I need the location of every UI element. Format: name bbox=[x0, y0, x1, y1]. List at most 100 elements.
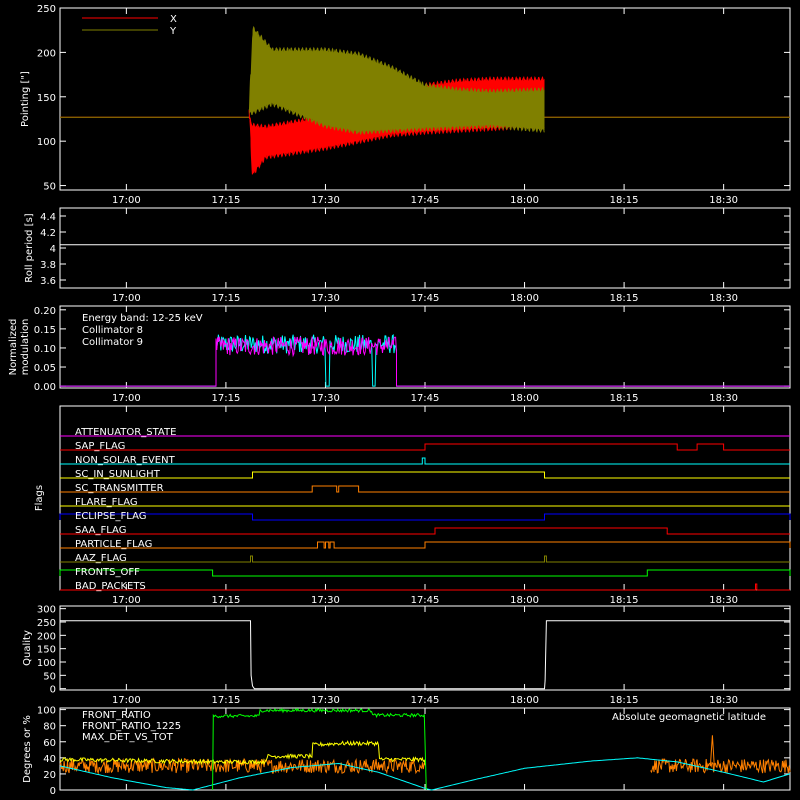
x-tick-label: 18:30 bbox=[709, 393, 738, 404]
legend-label-x: X bbox=[170, 14, 177, 25]
y-tick-label: 0.20 bbox=[34, 306, 56, 317]
x-tick-label: 17:15 bbox=[211, 695, 240, 706]
x-tick-label: 18:00 bbox=[510, 695, 539, 706]
y-tick-label: 4.2 bbox=[40, 228, 56, 239]
x-tick-label: 18:15 bbox=[610, 195, 639, 206]
y-tick-label: 0 bbox=[50, 786, 56, 797]
flag-label: NON_SOLAR_EVENT bbox=[75, 455, 176, 466]
y-tick-label: 0.10 bbox=[34, 344, 56, 355]
y-tick-label: 100 bbox=[37, 658, 56, 669]
flag-line bbox=[59, 513, 791, 521]
x-tick-label: 17:15 bbox=[211, 595, 240, 606]
y-tick-label: 150 bbox=[37, 93, 56, 104]
x-tick-label: 18:30 bbox=[709, 195, 738, 206]
x-tick-label: 17:45 bbox=[411, 195, 440, 206]
flag-label: SAP_FLAG bbox=[75, 441, 125, 452]
y-tick-label: 20 bbox=[43, 770, 56, 781]
flag-line bbox=[60, 471, 790, 479]
y-tick-label: 300 bbox=[37, 605, 56, 616]
x-tick-label: 18:15 bbox=[610, 695, 639, 706]
y-tick-label: 0 bbox=[50, 685, 56, 696]
x-tick-label: 17:45 bbox=[411, 695, 440, 706]
flag-label: SAA_FLAG bbox=[75, 525, 126, 536]
x-tick-label: 18:00 bbox=[510, 393, 539, 404]
series-max-det-vs-tot bbox=[650, 758, 791, 774]
x-tick-label: 18:15 bbox=[610, 393, 639, 404]
flag-label: ECLIPSE_FLAG bbox=[75, 511, 146, 522]
y-tick-label: 250 bbox=[37, 4, 56, 15]
y-tick-label: 80 bbox=[43, 722, 56, 733]
legend-label-collimator-9: Collimator 9 bbox=[82, 337, 143, 348]
y-tick-label: 0.15 bbox=[34, 325, 56, 336]
flag-label: PARTICLE_FLAG bbox=[75, 539, 152, 550]
x-tick-label: 17:00 bbox=[112, 393, 141, 404]
x-tick-label: 17:45 bbox=[411, 393, 440, 404]
y-tick-label: 3.8 bbox=[40, 260, 56, 271]
y-tick-label: 150 bbox=[37, 645, 56, 656]
y-tick-label: 0.05 bbox=[34, 363, 56, 374]
y-axis-label: Normalized bbox=[8, 319, 19, 376]
series-geomagnetic-latitude bbox=[59, 757, 791, 791]
series-front-ratio bbox=[59, 739, 426, 766]
modulation-collimator-9 bbox=[60, 336, 790, 387]
flag-label: SC_TRANSMITTER bbox=[75, 483, 164, 494]
y-tick-label: 4.4 bbox=[40, 212, 56, 223]
flag-label: SC_IN_SUNLIGHT bbox=[75, 469, 161, 480]
quality-line bbox=[60, 620, 790, 690]
y-tick-label: 3.6 bbox=[40, 276, 56, 287]
x-tick-label: 17:30 bbox=[311, 195, 340, 206]
legend-label-max-det-vs-tot: MAX_DET_VS_TOT bbox=[82, 732, 174, 743]
flag-line bbox=[60, 485, 790, 493]
series-front-ratio-1225 bbox=[212, 707, 427, 791]
y-tick-label: 50 bbox=[43, 182, 56, 193]
flag-label: AAZ_FLAG bbox=[75, 553, 127, 564]
panel-modulation: 17:00 17:15 17:30 17:45 18:00 18:15 18:30 0.00 0… bbox=[8, 305, 791, 404]
x-tick-label: 17:30 bbox=[311, 393, 340, 404]
flag-line bbox=[60, 583, 790, 591]
energy-band-annotation: Energy band: 12-25 keV bbox=[82, 313, 203, 324]
panel-roll: 17:00 17:15 17:30 17:45 18:00 18:15 18:30 3.6 3.… bbox=[24, 207, 791, 304]
legend-label-geomagnetic-latitude: Absolute geomagnetic latitude bbox=[612, 712, 766, 723]
series-y bbox=[60, 25, 790, 136]
panels: 17:00 17:15 17:30 17:45 18:00 18:15 18:30 50 100… bbox=[8, 4, 791, 797]
y-tick-label: 0.00 bbox=[34, 382, 56, 393]
y-tick-label: 250 bbox=[37, 618, 56, 629]
x-tick-label: 17:15 bbox=[211, 195, 240, 206]
panel-pointing: 17:00 17:15 17:30 17:45 18:00 18:15 18:30 50 100… bbox=[20, 4, 791, 206]
x-tick-label: 17:00 bbox=[112, 293, 141, 304]
flag-label: FLARE_FLAG bbox=[75, 497, 138, 508]
legend-label-collimator-8: Collimator 8 bbox=[82, 325, 143, 336]
panel-ratios: 0 20 40 60 80 100 Degrees or % FRONT_RATIOFRONT… bbox=[22, 706, 791, 797]
y-tick-label: 200 bbox=[37, 48, 56, 59]
flag-sc-in-sunlight: SC_IN_SUNLIGHT bbox=[60, 469, 790, 480]
x-tick-label: 18:00 bbox=[510, 595, 539, 606]
x-tick-label: 17:15 bbox=[211, 393, 240, 404]
x-tick-label: 17:30 bbox=[311, 293, 340, 304]
y-tick-label: 60 bbox=[43, 738, 56, 749]
y-axis-label: Flags bbox=[34, 485, 45, 511]
x-tick-label: 18:30 bbox=[709, 595, 738, 606]
y-tick-label: 50 bbox=[43, 671, 56, 682]
legend-label-y: Y bbox=[169, 26, 177, 37]
flag-sap-flag: SAP_FLAG bbox=[60, 441, 790, 452]
y-tick-label: 4 bbox=[50, 244, 56, 255]
flag-eclipse-flag: ECLIPSE_FLAG bbox=[59, 511, 791, 522]
flag-line bbox=[60, 443, 790, 451]
flag-bad-packets: BAD_PACKETS bbox=[60, 581, 790, 592]
panel-quality: 17:00 17:15 17:30 17:45 18:00 18:15 18:30 0 50 10… bbox=[22, 605, 791, 706]
x-tick-label: 17:00 bbox=[112, 695, 141, 706]
x-tick-label: 17:30 bbox=[311, 595, 340, 606]
x-tick-label: 18:00 bbox=[510, 293, 539, 304]
flag-non-solar-event: NON_SOLAR_EVENT bbox=[60, 455, 790, 466]
x-tick-label: 17:15 bbox=[211, 293, 240, 304]
legend-label-front-ratio: FRONT_RATIO bbox=[82, 710, 151, 721]
flag-aaz-flag: AAZ_FLAG bbox=[60, 553, 790, 564]
line-y bbox=[248, 25, 545, 136]
x-tick-label: 18:30 bbox=[709, 293, 738, 304]
flag-line bbox=[60, 457, 790, 465]
y-tick-label: 100 bbox=[37, 137, 56, 148]
flag-attenuator-state: ATTENUATOR_STATE bbox=[60, 427, 790, 438]
flag-sc-transmitter: SC_TRANSMITTER bbox=[60, 483, 790, 494]
y-axis-label: Degrees or % bbox=[22, 715, 33, 783]
